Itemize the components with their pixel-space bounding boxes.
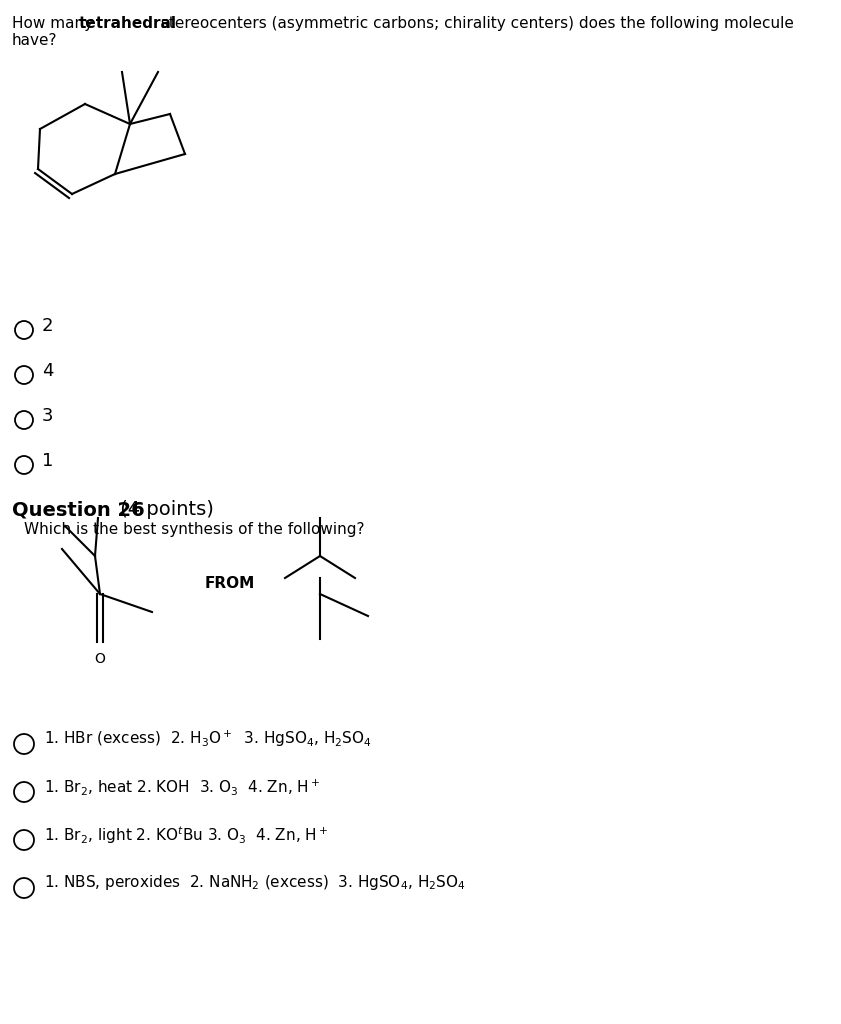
Text: 3: 3 bbox=[42, 407, 54, 425]
Text: How many: How many bbox=[12, 16, 98, 31]
Text: 1. Br$_2$, light 2. KO$^t$Bu 3. O$_3$  4. Zn, H$^+$: 1. Br$_2$, light 2. KO$^t$Bu 3. O$_3$ 4.… bbox=[44, 824, 328, 846]
Text: Which is the best synthesis of the following?: Which is the best synthesis of the follo… bbox=[24, 522, 364, 537]
Text: 2: 2 bbox=[42, 317, 54, 335]
Text: 4: 4 bbox=[42, 362, 54, 380]
Text: O: O bbox=[94, 652, 105, 666]
Text: (4 points): (4 points) bbox=[114, 500, 214, 519]
Text: 1. NBS, peroxides  2. NaNH$_2$ (excess)  3. HgSO$_4$, H$_2$SO$_4$: 1. NBS, peroxides 2. NaNH$_2$ (excess) 3… bbox=[44, 873, 466, 893]
Text: stereocenters (asymmetric carbons; chirality centers) does the following molecul: stereocenters (asymmetric carbons; chira… bbox=[156, 16, 794, 31]
Text: FROM: FROM bbox=[205, 577, 256, 592]
Text: tetrahedral: tetrahedral bbox=[79, 16, 177, 31]
Text: have?: have? bbox=[12, 33, 57, 48]
Text: 1. Br$_2$, heat 2. KOH  3. O$_3$  4. Zn, H$^+$: 1. Br$_2$, heat 2. KOH 3. O$_3$ 4. Zn, H… bbox=[44, 777, 320, 797]
Text: Question 26: Question 26 bbox=[12, 500, 145, 519]
Text: 1: 1 bbox=[42, 452, 53, 470]
Text: 1. HBr (excess)  2. H$_3$O$^+$  3. HgSO$_4$, H$_2$SO$_4$: 1. HBr (excess) 2. H$_3$O$^+$ 3. HgSO$_4… bbox=[44, 729, 372, 750]
